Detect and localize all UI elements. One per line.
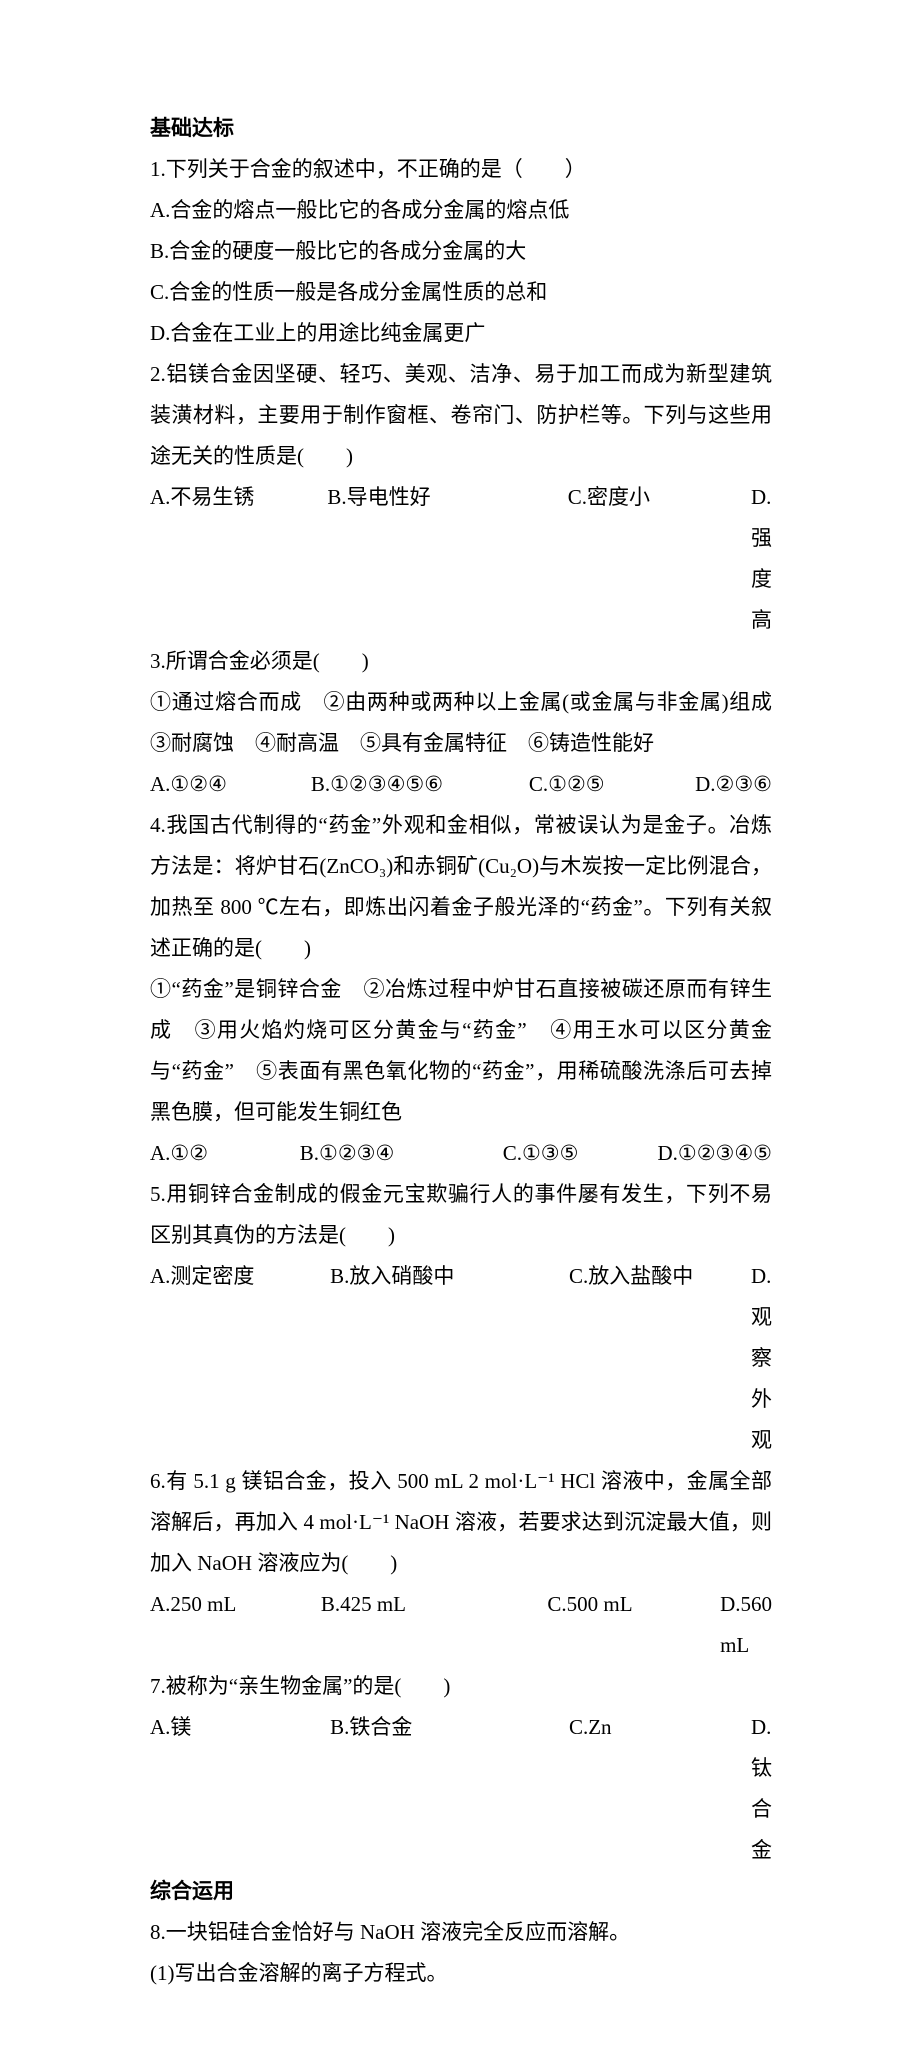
question-option: A.测定密度 — [150, 1256, 330, 1461]
question-option: B.425 mL — [321, 1584, 548, 1666]
question-option: D.强度高 — [751, 477, 772, 641]
question-option: C.放入盐酸中 — [569, 1256, 751, 1461]
question-option: A.①② — [150, 1133, 300, 1174]
question-subpart: (1)写出合金溶解的离子方程式。 — [150, 1953, 772, 1994]
question-option: A.不易生锈 — [150, 477, 327, 641]
question-option: B.导电性好 — [327, 477, 567, 641]
question-option: B.铁合金 — [330, 1707, 569, 1871]
question-stem: 2.铝镁合金因坚硬、轻巧、美观、洁净、易于加工而成为新型建筑装潢材料，主要用于制… — [150, 354, 772, 477]
question-option: C.Zn — [569, 1707, 751, 1871]
question-option: B.放入硝酸中 — [330, 1256, 569, 1461]
options-row: A.①② B.①②③④ C.①③⑤ D.①②③④⑤ — [150, 1133, 772, 1174]
question-option: B.①②③④ — [300, 1133, 503, 1174]
question-items: ①“药金”是铜锌合金 ②冶炼过程中炉甘石直接被碳还原而有锌生成 ③用火焰灼烧可区… — [150, 969, 772, 1133]
options-row: A.250 mL B.425 mL C.500 mL D.560 mL — [150, 1584, 772, 1666]
question-option: A.合金的熔点一般比它的各成分金属的熔点低 — [150, 190, 772, 231]
section-heading: 基础达标 — [150, 108, 772, 149]
document-page: 基础达标 1.下列关于合金的叙述中，不正确的是（ ） A.合金的熔点一般比它的各… — [0, 0, 920, 2054]
question-option: C.①③⑤ — [503, 1133, 658, 1174]
options-row: A.①②④ B.①②③④⑤⑥ C.①②⑤ D.②③⑥ — [150, 764, 772, 805]
question-option: D.合金在工业上的用途比纯金属更广 — [150, 313, 772, 354]
question-option: D.钛合金 — [751, 1707, 772, 1871]
options-row: A.不易生锈 B.导电性好 C.密度小 D.强度高 — [150, 477, 772, 641]
question-option: B.①②③④⑤⑥ — [311, 764, 529, 805]
section-heading: 综合运用 — [150, 1871, 772, 1912]
question-option: A.①②④ — [150, 764, 311, 805]
question-stem: 4.我国古代制得的“药金”外观和金相似，常被误认为是金子。冶炼方法是：将炉甘石(… — [150, 805, 772, 969]
options-row: A.镁 B.铁合金 C.Zn D.钛合金 — [150, 1707, 772, 1871]
question-option: D.②③⑥ — [695, 764, 772, 805]
question-option: A.镁 — [150, 1707, 330, 1871]
question-option: D.观察外观 — [751, 1256, 772, 1461]
question-option: B.合金的硬度一般比它的各成分金属的大 — [150, 231, 772, 272]
question-option: C.密度小 — [568, 477, 751, 641]
question-option: D.①②③④⑤ — [657, 1133, 772, 1174]
question-stem: 1.下列关于合金的叙述中，不正确的是（ ） — [150, 149, 772, 190]
options-row: A.测定密度 B.放入硝酸中 C.放入盐酸中 D.观察外观 — [150, 1256, 772, 1461]
question-stem: 5.用铜锌合金制成的假金元宝欺骗行人的事件屡有发生，下列不易区别其真伪的方法是(… — [150, 1174, 772, 1256]
question-stem: 8.一块铝硅合金恰好与 NaOH 溶液完全反应而溶解。 — [150, 1912, 772, 1953]
question-option: A.250 mL — [150, 1584, 321, 1666]
question-items: ①通过熔合而成 ②由两种或两种以上金属(或金属与非金属)组成 ③耐腐蚀 ④耐高温… — [150, 682, 772, 764]
question-stem: 3.所谓合金必须是( ) — [150, 641, 772, 682]
question-option: C.合金的性质一般是各成分金属性质的总和 — [150, 272, 772, 313]
question-stem: 7.被称为“亲生物金属”的是( ) — [150, 1666, 772, 1707]
question-stem: 6.有 5.1 g 镁铝合金，投入 500 mL 2 mol·L⁻¹ HCl 溶… — [150, 1461, 772, 1584]
question-option: C.①②⑤ — [529, 764, 695, 805]
question-option: C.500 mL — [547, 1584, 720, 1666]
question-option: D.560 mL — [720, 1584, 772, 1666]
